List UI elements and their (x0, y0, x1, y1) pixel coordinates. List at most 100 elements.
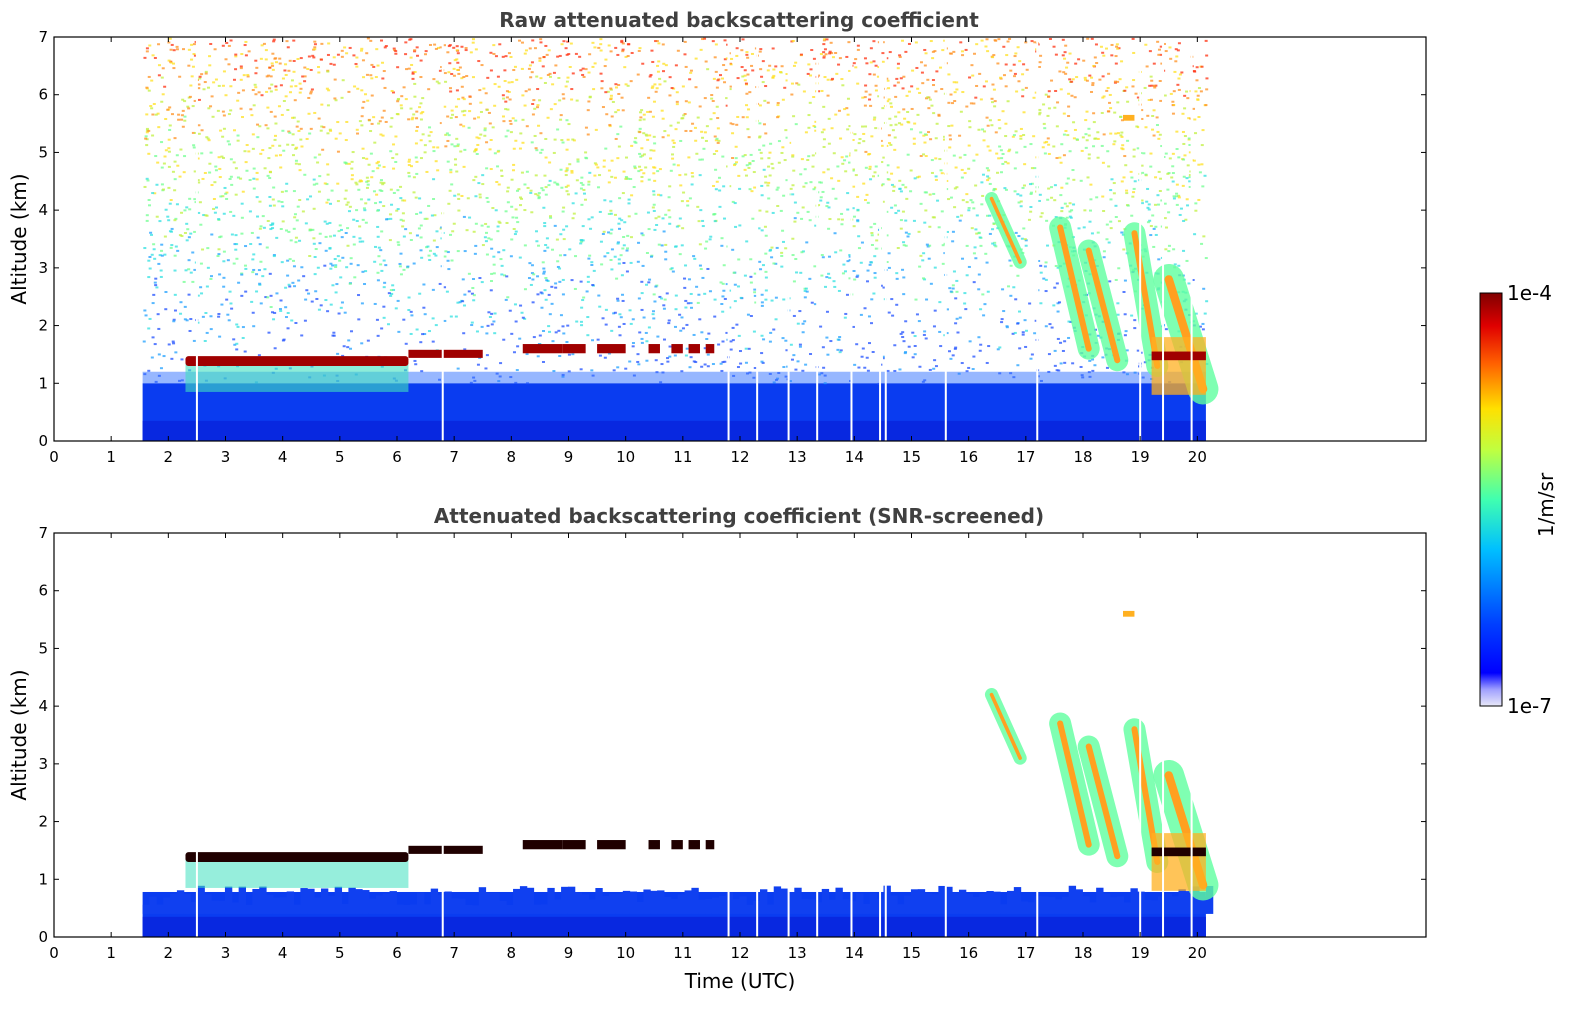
noise-pixel (269, 306, 273, 309)
noise-pixel (396, 189, 400, 192)
noise-pixel (399, 218, 403, 221)
noise-pixel (268, 195, 272, 198)
noise-pixel (423, 217, 427, 220)
noise-pixel (268, 147, 272, 150)
noise-pixel (819, 199, 823, 202)
noise-pixel (733, 163, 737, 166)
noise-pixel (903, 117, 907, 120)
noise-pixel (198, 77, 202, 80)
noise-pixel (911, 331, 915, 334)
noise-pixel (780, 254, 784, 257)
top-xtick-label: 19 (1131, 448, 1150, 466)
noise-pixel (199, 286, 203, 289)
noise-pixel (1072, 121, 1076, 124)
noise-pixel (188, 329, 192, 332)
noise-pixel (651, 206, 655, 209)
noise-pixel (642, 172, 646, 175)
noise-pixel (457, 197, 461, 200)
noise-pixel (807, 126, 811, 129)
noise-pixel (1183, 154, 1187, 157)
noise-pixel (658, 77, 662, 80)
noise-pixel (177, 113, 181, 116)
noise-pixel (300, 266, 304, 269)
bl-column (904, 895, 912, 914)
noise-pixel (536, 293, 540, 296)
noise-pixel (655, 87, 659, 90)
noise-pixel (210, 233, 214, 236)
noise-pixel (714, 70, 718, 73)
noise-pixel (597, 46, 601, 49)
noise-pixel (774, 318, 778, 321)
noise-pixel (953, 347, 957, 350)
noise-pixel (1186, 164, 1190, 167)
top-xtick-label: 8 (507, 448, 517, 466)
noise-pixel (512, 147, 516, 150)
noise-pixel (190, 75, 194, 78)
noise-pixel (1039, 215, 1043, 218)
noise-pixel (960, 50, 964, 53)
noise-pixel (347, 210, 351, 213)
noise-pixel (524, 49, 528, 52)
noise-pixel (379, 181, 383, 184)
bl-column (540, 904, 548, 914)
noise-pixel (572, 139, 576, 142)
noise-pixel (821, 256, 825, 259)
noise-pixel (527, 277, 531, 280)
noise-pixel (807, 155, 811, 158)
noise-pixel (758, 50, 762, 53)
noise-pixel (558, 280, 562, 283)
noise-pixel (906, 111, 910, 114)
noise-pixel (487, 111, 491, 114)
noise-pixel (1032, 96, 1036, 99)
noise-pixel (187, 64, 191, 67)
noise-pixel (462, 114, 466, 117)
noise-pixel (147, 327, 151, 330)
noise-pixel (580, 306, 584, 309)
noise-pixel (813, 303, 817, 306)
noise-pixel (411, 71, 415, 74)
noise-pixel (456, 145, 460, 148)
noise-pixel (343, 46, 347, 49)
noise-pixel (604, 308, 608, 311)
noise-pixel (807, 63, 811, 66)
noise-pixel (825, 38, 829, 41)
noise-pixel (628, 360, 632, 363)
noise-pixel (851, 169, 855, 172)
bl-column (732, 899, 740, 914)
bl-column (170, 893, 178, 914)
noise-pixel (785, 79, 789, 82)
noise-pixel (628, 309, 632, 312)
bl-column (1116, 896, 1125, 914)
noise-pixel (1145, 200, 1149, 203)
bottom-subcloud-region (185, 859, 409, 888)
top-xtick-label: 18 (1073, 448, 1092, 466)
noise-pixel (699, 209, 703, 212)
noise-pixel (480, 224, 484, 227)
noise-pixel (174, 217, 178, 220)
noise-pixel (744, 347, 748, 350)
noise-pixel (890, 172, 894, 175)
noise-pixel (196, 321, 200, 324)
noise-pixel (419, 139, 423, 142)
noise-pixel (1116, 302, 1120, 305)
noise-pixel (943, 334, 947, 337)
noise-pixel (415, 212, 419, 215)
noise-pixel (832, 152, 836, 155)
noise-pixel (1101, 75, 1105, 78)
noise-pixel (529, 76, 533, 79)
bl-column (362, 890, 370, 914)
noise-pixel (455, 170, 459, 173)
bl-column (375, 895, 384, 914)
noise-pixel (167, 343, 171, 346)
noise-pixel (723, 360, 727, 363)
noise-pixel (1105, 238, 1109, 241)
noise-pixel (956, 331, 960, 334)
noise-pixel (588, 53, 592, 56)
bottom-ytick-label: 3 (38, 755, 48, 773)
noise-pixel (743, 69, 747, 72)
noise-pixel (479, 133, 483, 136)
noise-pixel (879, 284, 883, 287)
noise-pixel (676, 49, 680, 52)
noise-pixel (269, 90, 273, 93)
noise-pixel (145, 138, 149, 141)
